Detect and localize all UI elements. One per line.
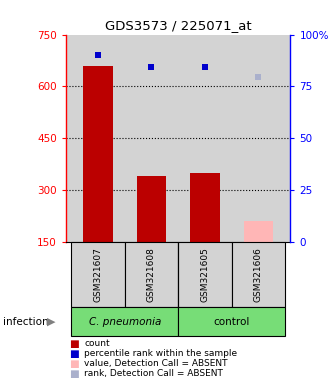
Text: value, Detection Call = ABSENT: value, Detection Call = ABSENT xyxy=(84,359,228,368)
Bar xyxy=(71,307,178,336)
Title: GDS3573 / 225071_at: GDS3573 / 225071_at xyxy=(105,19,251,32)
Text: ▶: ▶ xyxy=(47,316,55,327)
Text: control: control xyxy=(214,316,250,327)
Text: ■: ■ xyxy=(69,339,79,349)
Text: ■: ■ xyxy=(69,369,79,379)
Bar xyxy=(232,242,285,307)
Text: ■: ■ xyxy=(69,349,79,359)
Bar xyxy=(71,242,125,307)
Bar xyxy=(190,173,219,242)
Text: ■: ■ xyxy=(69,359,79,369)
Text: count: count xyxy=(84,339,110,348)
Bar xyxy=(178,242,232,307)
Text: C. pneumonia: C. pneumonia xyxy=(88,316,161,327)
Text: percentile rank within the sample: percentile rank within the sample xyxy=(84,349,237,358)
Text: GSM321606: GSM321606 xyxy=(254,247,263,302)
Bar xyxy=(137,176,166,242)
Bar xyxy=(178,307,285,336)
Text: GSM321607: GSM321607 xyxy=(94,247,103,302)
Bar xyxy=(244,221,273,242)
Text: GSM321605: GSM321605 xyxy=(200,247,210,302)
Bar xyxy=(83,66,113,242)
Text: GSM321608: GSM321608 xyxy=(147,247,156,302)
Text: infection: infection xyxy=(3,316,49,327)
Text: rank, Detection Call = ABSENT: rank, Detection Call = ABSENT xyxy=(84,369,223,378)
Bar xyxy=(125,242,178,307)
